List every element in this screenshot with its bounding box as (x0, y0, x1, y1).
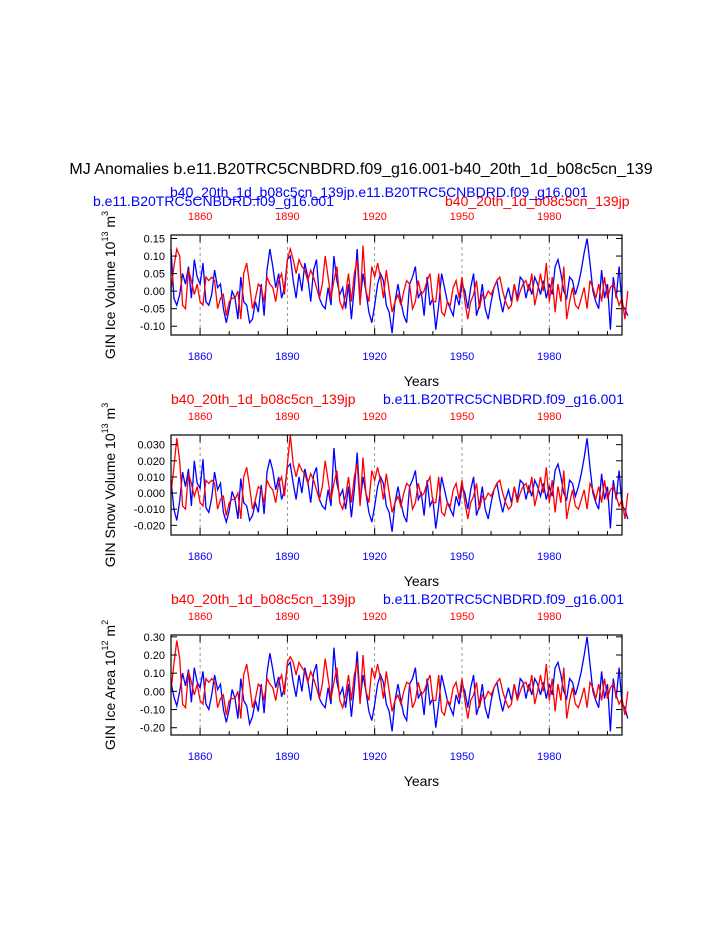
plot-frame (170, 434, 623, 536)
y-axis-label: GIN Ice Area 1012 m2 (100, 620, 118, 750)
x-tick-label-top: 1890 (275, 411, 299, 423)
x-tick-label-bottom: 1920 (362, 351, 386, 363)
x-tick-label-top: 1950 (450, 211, 474, 223)
x-tick-label-top: 1920 (362, 211, 386, 223)
y-tick-label: 0.10 (144, 668, 165, 680)
x-tick-label-top: 1860 (188, 611, 212, 623)
x-tick-label-bottom: 1950 (450, 751, 474, 763)
y-tick-label: -0.010 (134, 504, 165, 516)
x-tick-label-top: 1890 (275, 611, 299, 623)
series-line-case1 (170, 238, 629, 334)
x-tick-label-top: 1860 (188, 411, 212, 423)
x-tick-label-bottom: 1920 (362, 551, 386, 563)
panel-snow-volume: -0.020 -0.010 0.000 0.010 0.020 0.030 1860 1860… (100, 391, 629, 589)
y-tick-label: 0.15 (144, 234, 165, 246)
plot-frame (170, 234, 623, 336)
series-line-case1 (170, 636, 629, 732)
figure-title: MJ Anomalies b.e11.B20TRC5CNBDRD.f09_g16… (69, 161, 652, 178)
x-tick-label-top: 1950 (450, 611, 474, 623)
x-tick-label-top: 1860 (188, 211, 212, 223)
x-tick-label-bottom: 1920 (362, 751, 386, 763)
x-tick-label-bottom: 1890 (275, 751, 299, 763)
panel-title-left: b40_20th_1d_b08c5cn_139jp (171, 391, 356, 407)
x-axis-label: Years (404, 573, 439, 589)
y-tick-label: 0.010 (137, 472, 165, 484)
x-tick-label-top: 1980 (537, 611, 561, 623)
x-tick-label-top: 1920 (362, 411, 386, 423)
x-tick-label-bottom: 1980 (537, 551, 561, 563)
y-tick-label: 0.20 (144, 650, 165, 662)
panel-ice-volume: -0.10 -0.05 0.00 0.05 0.10 0.15 1860 1860 1890 18… (100, 211, 629, 389)
y-tick-label: 0.05 (144, 269, 165, 281)
figure-top-overlap-text: b40_20th_1d_b08c5cn_139jp.e11.B20TRC5CNB… (170, 184, 588, 200)
y-tick-label: -0.05 (140, 304, 165, 316)
x-tick-label-top: 1890 (275, 211, 299, 223)
y-tick-label: -0.10 (140, 705, 165, 717)
y-tick-label: 0.10 (144, 251, 165, 263)
x-tick-label-bottom: 1980 (537, 351, 561, 363)
y-tick-label: 0.030 (137, 440, 165, 452)
series-line-case2 (170, 245, 629, 320)
x-tick-label-bottom: 1860 (188, 551, 212, 563)
x-axis-label: Years (404, 373, 439, 389)
x-tick-label-top: 1920 (362, 611, 386, 623)
y-tick-label: 0.00 (144, 286, 165, 298)
y-tick-label: -0.10 (140, 321, 165, 333)
plot-frame (170, 634, 623, 736)
x-tick-label-bottom: 1950 (450, 351, 474, 363)
y-axis-label: GIN Ice Volume 1013 m3 (100, 211, 118, 359)
x-tick-label-bottom: 1860 (188, 351, 212, 363)
y-axis-label: GIN Snow Volume 1013 m3 (100, 403, 118, 567)
x-tick-label-top: 1950 (450, 411, 474, 423)
panel-ice-area: -0.20 -0.10 0.00 0.10 0.20 0.30 1860 1860 1890 18… (100, 591, 629, 789)
y-tick-label: -0.20 (140, 723, 165, 735)
y-tick-label: 0.30 (144, 632, 165, 644)
figure-subtitle-right: b40_20th_1d_b08c5cn_139jp (445, 193, 630, 209)
y-tick-label: 0.000 (137, 488, 165, 500)
panel-title-left: b40_20th_1d_b08c5cn_139jp (171, 591, 356, 607)
panel-title-right: b.e11.B20TRC5CNBDRD.f09_g16.001 (383, 591, 624, 607)
figure-subtitle-left: b.e11.B20TRC5CNBDRD.f09_g16.001 (93, 193, 334, 209)
x-tick-label-top: 1980 (537, 411, 561, 423)
x-tick-label-bottom: 1890 (275, 551, 299, 563)
x-tick-label-bottom: 1890 (275, 351, 299, 363)
x-tick-label-top: 1980 (537, 211, 561, 223)
series-line-case2 (170, 434, 629, 520)
x-tick-label-bottom: 1980 (537, 751, 561, 763)
y-tick-label: 0.00 (144, 686, 165, 698)
y-tick-label: -0.020 (134, 520, 165, 532)
y-tick-label: 0.020 (137, 456, 165, 468)
x-tick-label-bottom: 1950 (450, 551, 474, 563)
panel-title-right: b.e11.B20TRC5CNBDRD.f09_g16.001 (383, 391, 624, 407)
series-line-case1 (170, 438, 629, 532)
x-tick-label-bottom: 1860 (188, 751, 212, 763)
series-line-case2 (170, 640, 629, 719)
x-axis-label: Years (404, 773, 439, 789)
